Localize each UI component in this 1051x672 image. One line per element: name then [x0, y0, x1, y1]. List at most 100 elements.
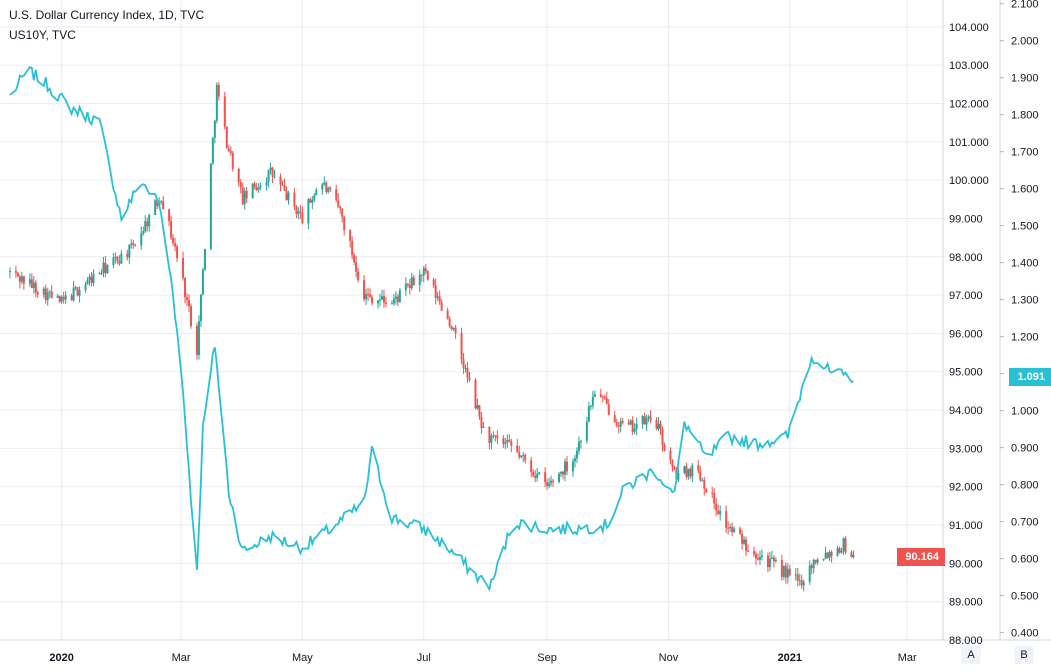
candle-body — [154, 200, 157, 216]
candle-body — [213, 120, 216, 138]
candle-body — [217, 84, 220, 97]
candle-body — [343, 216, 346, 231]
candle-body — [754, 554, 757, 559]
candle-body — [227, 148, 230, 151]
candle-body — [323, 182, 326, 185]
time-tick-label: Nov — [659, 652, 679, 664]
candle-body — [241, 187, 244, 205]
candle-body — [810, 565, 813, 569]
candle-body — [669, 450, 672, 461]
candle-body — [756, 558, 759, 560]
us10y-tick-label: 1.600 — [1011, 184, 1039, 196]
candle-body — [436, 296, 439, 298]
dxy-tick-label: 97.000 — [949, 290, 983, 302]
candle-body — [629, 420, 632, 425]
candle-body — [575, 450, 578, 459]
us10y-tick-label: 1.700 — [1011, 147, 1039, 159]
candle-body — [478, 405, 481, 417]
candle-body — [450, 326, 453, 330]
candle-body — [852, 554, 855, 558]
candle-body — [434, 285, 437, 298]
candle-body — [683, 466, 686, 473]
candle-body — [50, 291, 53, 298]
candle-body — [142, 231, 145, 234]
candle-body — [60, 296, 63, 302]
candle-body — [645, 417, 648, 425]
candle-body — [494, 435, 497, 437]
candle-body — [62, 296, 65, 300]
candle-body — [621, 420, 624, 423]
candle-body — [719, 510, 722, 515]
candle-body — [633, 428, 636, 432]
candle-body — [655, 420, 658, 429]
candle-body — [365, 293, 368, 300]
us10y-price-axis[interactable]: 0.4000.5000.6000.7000.8000.9001.0001.100… — [1000, 0, 1039, 640]
dxy-tick-label: 100.000 — [949, 175, 989, 187]
dxy-tick-label: 92.000 — [949, 482, 983, 494]
candle-body — [201, 269, 204, 295]
candle-body — [88, 276, 91, 281]
candle-body — [713, 492, 716, 504]
candle-body — [339, 206, 342, 209]
candle-body — [725, 510, 728, 528]
candle-body — [768, 558, 771, 568]
candle-body — [659, 423, 662, 429]
candle-body — [273, 176, 276, 178]
candle-body — [508, 439, 511, 442]
candle-body — [627, 422, 630, 425]
candle-body — [30, 279, 33, 289]
time-axis[interactable]: 2020 Mar May Jul Sep Nov 2021 Mar — [49, 652, 917, 664]
candle-body — [309, 199, 312, 203]
candle-body — [225, 126, 228, 149]
overlay-symbol-legend[interactable]: US10Y, TVC — [9, 28, 76, 42]
candle-body — [269, 167, 272, 171]
us10y-tick-label: 2.000 — [1011, 36, 1039, 48]
candle-body — [394, 296, 397, 299]
candle-body — [48, 291, 51, 293]
candle-body — [369, 294, 372, 297]
candle-body — [548, 483, 551, 486]
candle-body — [297, 211, 300, 214]
candle-body — [727, 527, 730, 529]
candle-body — [329, 187, 332, 190]
candle-body — [426, 271, 429, 280]
candle-body — [46, 292, 49, 300]
candle-body — [814, 559, 817, 563]
candle-body — [546, 482, 549, 486]
scale-b-button[interactable]: B — [1014, 646, 1034, 664]
main-symbol-legend[interactable]: U.S. Dollar Currency Index, 1D, TVC — [9, 8, 205, 22]
candle-body — [573, 458, 576, 462]
candle-body — [464, 368, 467, 370]
candle-body — [816, 559, 819, 563]
dxy-tick-label: 101.000 — [949, 137, 989, 149]
candle-body — [774, 560, 777, 562]
candle-body — [203, 248, 206, 270]
candle-body — [112, 257, 115, 266]
candle-body — [100, 272, 103, 274]
candle-body — [673, 466, 676, 471]
auto-scale-button[interactable]: A — [961, 646, 981, 664]
dxy-price-axis[interactable]: 88.000 89.000 90.000 91.000 92.000 93.000 94.0… — [949, 22, 989, 647]
candle-body — [231, 152, 234, 169]
candle-body — [591, 396, 594, 406]
candle-body — [283, 185, 286, 191]
candle-body — [351, 240, 354, 256]
candle-body — [593, 394, 596, 397]
candle-body — [367, 293, 370, 295]
candle-body — [772, 557, 775, 562]
candle-body — [631, 420, 634, 432]
dxy-tick-label: 89.000 — [949, 597, 983, 609]
candle-body — [808, 565, 811, 582]
candle-body — [786, 568, 789, 578]
us10y-line — [9, 65, 854, 592]
candle-body — [565, 461, 568, 472]
candle-body — [534, 475, 537, 478]
candle-body — [544, 472, 547, 483]
candle-body — [516, 445, 519, 453]
candle-body — [579, 440, 582, 442]
candle-body — [148, 215, 151, 227]
candle-body — [826, 552, 829, 558]
candle-body — [34, 282, 37, 293]
candle-body — [492, 435, 495, 437]
